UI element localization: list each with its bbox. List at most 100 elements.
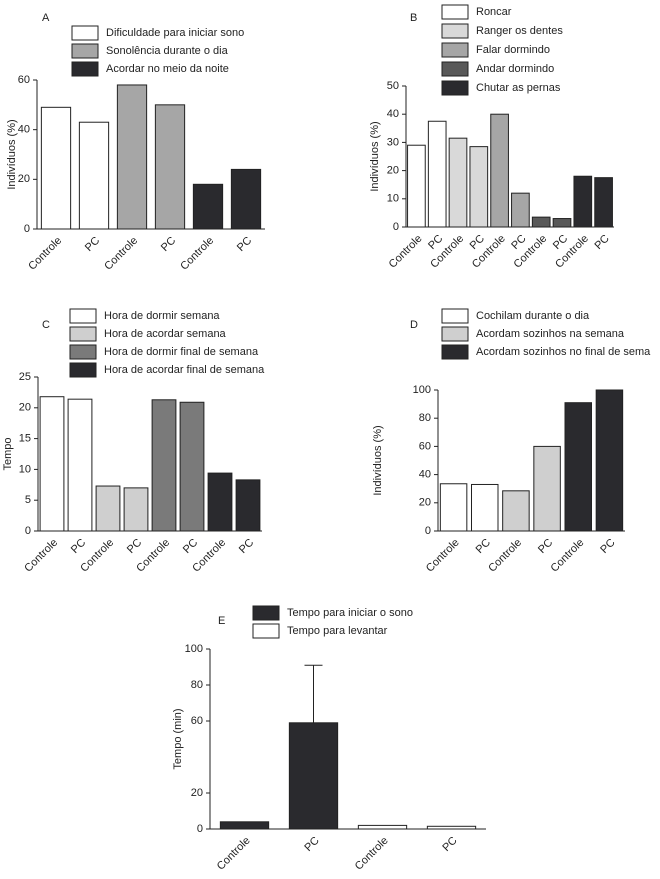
- bar: [207, 472, 233, 532]
- bar: [67, 398, 93, 532]
- bar: [595, 389, 624, 532]
- legend-label: Acordam sozinhos no final de sema: [476, 346, 651, 358]
- legend-label: Ranger os dentes: [476, 25, 563, 37]
- y-tick-label: 15: [19, 433, 31, 445]
- y-tick-label: 60: [419, 440, 431, 452]
- x-tick-label: PC: [440, 835, 459, 854]
- legend-swatch: [69, 308, 97, 324]
- y-tick-label: 0: [25, 525, 31, 537]
- legend-swatch: [252, 623, 280, 639]
- legend-label: Dificuldade para iniciar sono: [106, 27, 244, 39]
- legend-swatch: [71, 43, 99, 59]
- x-tick-label: Controle: [387, 233, 425, 271]
- legend-label: Acordar no meio da noite: [106, 63, 229, 75]
- legend-swatch: [441, 42, 469, 58]
- bar: [490, 113, 509, 228]
- x-tick-label: Controle: [178, 235, 216, 273]
- bar: [573, 175, 593, 228]
- bar: [151, 399, 177, 532]
- y-axis-label: Indivíduos (%): [6, 119, 18, 189]
- panel-label: E: [218, 615, 225, 627]
- y-tick-label: 0: [425, 525, 431, 537]
- legend-swatch: [441, 80, 469, 96]
- y-tick-label: 20: [419, 497, 431, 509]
- bar: [95, 485, 121, 532]
- bar: [179, 401, 205, 532]
- x-tick-label: PC: [592, 233, 611, 252]
- x-tick-label: PC: [125, 537, 144, 556]
- x-tick-label: PC: [69, 537, 88, 556]
- bar: [426, 825, 477, 830]
- bar: [123, 487, 149, 532]
- bar: [40, 106, 72, 230]
- legend-swatch: [441, 61, 469, 77]
- bar: [230, 168, 262, 230]
- bar: [357, 824, 408, 830]
- bar: [439, 483, 468, 532]
- y-tick-label: 40: [387, 108, 399, 120]
- bar: [533, 445, 561, 532]
- legend-label: Tempo para iniciar o sono: [287, 607, 413, 619]
- bar: [594, 177, 613, 228]
- y-tick-label: 50: [387, 80, 399, 92]
- bar: [407, 144, 426, 228]
- legend-label: Cochilam durante o dia: [476, 310, 590, 322]
- legend-label: Chutar as pernas: [476, 82, 561, 94]
- bar: [154, 104, 186, 230]
- legend-swatch: [441, 326, 469, 342]
- x-tick-label: Controle: [486, 537, 524, 575]
- legend-swatch: [441, 4, 469, 20]
- legend-label: Hora de acordar semana: [104, 328, 227, 340]
- x-tick-label: PC: [598, 537, 617, 556]
- y-tick-label: 40: [18, 124, 30, 136]
- y-tick-label: 80: [191, 679, 203, 691]
- y-tick-label: 0: [393, 221, 399, 233]
- legend-label: Tempo para levantar: [287, 625, 388, 637]
- legend-label: Hora de dormir semana: [104, 310, 220, 322]
- panel-label: B: [410, 12, 417, 24]
- legend-swatch: [69, 326, 97, 342]
- error-bar: [304, 664, 323, 723]
- y-axis-label: Tempo: [2, 437, 14, 470]
- x-tick-label: PC: [302, 835, 321, 854]
- y-tick-label: 20: [191, 787, 203, 799]
- legend-label: Hora de dormir final de semana: [104, 346, 259, 358]
- bar: [552, 218, 572, 228]
- legend-swatch: [71, 25, 99, 41]
- bar: [219, 821, 270, 830]
- x-tick-label: Controle: [22, 537, 60, 575]
- bar: [511, 192, 530, 228]
- x-tick-label: PC: [536, 537, 555, 556]
- x-tick-label: Controle: [549, 537, 587, 575]
- x-tick-label: Controle: [215, 835, 253, 873]
- y-tick-label: 20: [387, 165, 399, 177]
- x-tick-label: Controle: [424, 537, 462, 575]
- y-tick-label: 0: [24, 223, 30, 235]
- bar: [78, 121, 110, 230]
- bar: [564, 402, 592, 532]
- y-tick-label: 10: [387, 193, 399, 205]
- bar: [502, 490, 530, 532]
- y-tick-label: 40: [419, 469, 431, 481]
- legend-label: Andar dormindo: [476, 63, 554, 75]
- y-axis-label: Indivíduos (%): [369, 121, 381, 191]
- x-tick-label: PC: [474, 537, 493, 556]
- x-tick-label: PC: [181, 537, 200, 556]
- legend-swatch: [71, 61, 99, 77]
- y-tick-label: 80: [419, 412, 431, 424]
- legend-label: Roncar: [476, 6, 512, 18]
- y-tick-label: 100: [185, 643, 203, 655]
- bar: [469, 146, 489, 228]
- y-tick-label: 60: [18, 74, 30, 86]
- y-axis-label: Indivíduos (%): [372, 425, 384, 495]
- panel-label: D: [410, 319, 418, 331]
- bar: [116, 84, 148, 230]
- x-tick-label: PC: [83, 235, 102, 254]
- y-tick-label: 20: [18, 173, 30, 185]
- bar: [427, 120, 447, 228]
- y-tick-label: 20: [19, 402, 31, 414]
- y-tick-label: 25: [19, 371, 31, 383]
- bar: [235, 479, 261, 532]
- y-tick-label: 100: [413, 384, 431, 396]
